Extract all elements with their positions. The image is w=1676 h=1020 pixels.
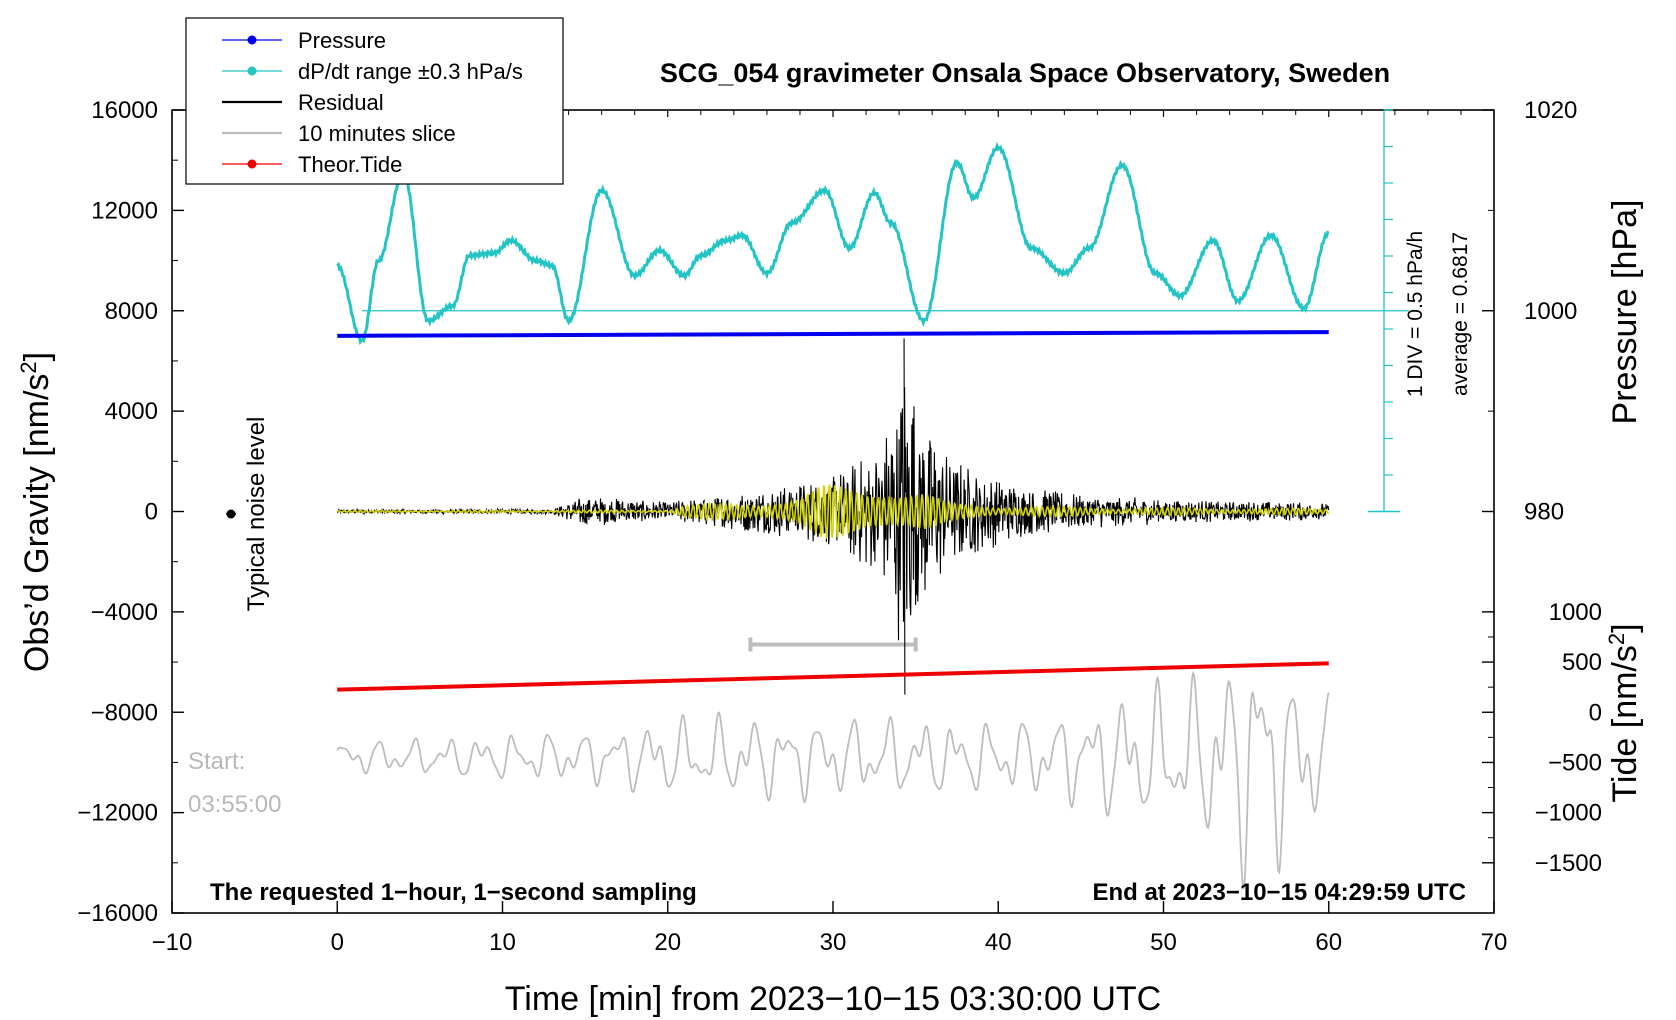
end-note: End at 2023−10−15 04:29:59 UTC — [1092, 879, 1466, 906]
left-tick-label: −8000 — [91, 699, 158, 726]
requested-note: The requested 1−hour, 1−second sampling — [210, 879, 697, 906]
x-axis-title: Time [min] from 2023−10−15 03:30:00 UTC — [505, 980, 1161, 1018]
tide-axis-title-main: Tide [nm/s — [1606, 645, 1644, 802]
left-tick-label: −16000 — [77, 900, 158, 927]
left-tick-label: 8000 — [105, 298, 158, 325]
legend: Pressure dP/dt range ±0.3 hPa/s Residual 10… — [185, 17, 564, 185]
tide-tick-label: 0 — [1589, 699, 1602, 726]
div-label: 1 DIV = 0.5 hPa/h — [1404, 231, 1427, 397]
x-tick-label: −10 — [152, 929, 193, 956]
noise-level-label: Typical noise level — [243, 417, 270, 612]
legend-label: Residual — [298, 90, 384, 115]
x-tick-label: 70 — [1481, 929, 1508, 956]
tide-line — [337, 661, 1329, 692]
left-axis-title-main: Obs’d Gravity [nm/s — [18, 374, 56, 673]
legend-label: dP/dt range ±0.3 hPa/s — [298, 59, 523, 84]
tide-axis-title-end: ] — [1606, 623, 1644, 632]
tide-tick-label: −1000 — [1535, 800, 1602, 827]
slice-gray-line — [336, 670, 1330, 890]
tide-axis-title-sup: 2 — [1604, 633, 1629, 645]
tide-tick-label: −1500 — [1535, 850, 1602, 877]
x-tick-label: 60 — [1315, 929, 1342, 956]
tide-tick-label: −500 — [1548, 749, 1602, 776]
left-axis-title: Obs’d Gravity [nm/s2] — [16, 352, 56, 672]
legend-marker — [247, 66, 257, 76]
legend-label: Pressure — [298, 28, 386, 53]
pressure-tick-label: 1000 — [1524, 298, 1577, 325]
dpdt-line — [336, 141, 1330, 346]
x-tick-label: 50 — [1150, 929, 1177, 956]
chart-title: SCG_054 gravimeter Onsala Space Observat… — [660, 58, 1390, 88]
x-tick-label: 30 — [820, 929, 847, 956]
x-tick-label: 40 — [985, 929, 1012, 956]
data-layer — [336, 109, 1409, 890]
tide-tick-label: 500 — [1562, 649, 1602, 676]
left-tick-label: 0 — [145, 499, 158, 526]
left-axis-title-sup: 2 — [16, 361, 41, 373]
average-label: average = 0.6817 — [1449, 232, 1472, 396]
legend-label: 10 minutes slice — [298, 121, 456, 146]
left-tick-label: 12000 — [91, 197, 158, 224]
legend-marker — [247, 35, 257, 45]
x-tick-label: 20 — [654, 929, 681, 956]
start-label: Start: — [188, 748, 245, 775]
pressure-line — [337, 330, 1329, 338]
x-tick-label: 0 — [331, 929, 344, 956]
left-tick-label: −4000 — [91, 599, 158, 626]
left-tick-label: 4000 — [105, 398, 158, 425]
x-tick-label: 10 — [489, 929, 516, 956]
pressure-axis-title: Pressure [hPa] — [1606, 200, 1644, 425]
left-tick-label: 16000 — [91, 97, 158, 124]
filtered-yellow-line — [336, 483, 1329, 540]
left-axis-title-end: ] — [18, 352, 56, 361]
left-tick-label: −12000 — [77, 800, 158, 827]
pressure-tick-label: 1020 — [1524, 97, 1577, 124]
tide-tick-label: 1000 — [1549, 599, 1602, 626]
pressure-tick-label: 980 — [1524, 499, 1564, 526]
legend-label: Theor.Tide — [298, 152, 402, 177]
legend-marker — [247, 159, 257, 169]
start-time: 03:55:00 — [188, 791, 281, 818]
axes-layer: −10 0 10 20 30 40 50 60 701600012000800040000−40… — [77, 97, 1602, 956]
tide-axis-title: Tide [nm/s2] — [1604, 623, 1644, 802]
